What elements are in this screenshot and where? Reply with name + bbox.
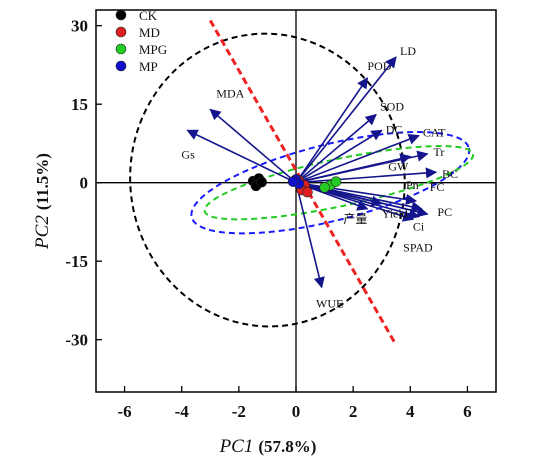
x-tick-label: 4	[406, 402, 415, 421]
data-point-mpg	[330, 176, 342, 187]
vector-label: Gs	[181, 147, 195, 161]
vector-label: Pn	[406, 178, 419, 192]
loading-vector	[295, 182, 325, 289]
vector-label: CAT	[423, 126, 446, 140]
loading-vector	[295, 129, 383, 184]
y-tick-label: -15	[65, 252, 88, 271]
legend-marker	[115, 26, 127, 38]
legend-label: CK	[139, 8, 158, 23]
x-tick-label: 6	[463, 402, 472, 421]
y-axis-title: PC2(11.5%)	[32, 153, 53, 250]
loading-vector	[295, 113, 377, 184]
x-tick-label: -4	[175, 402, 190, 421]
data-point-mpg	[319, 182, 330, 193]
loading-vector	[295, 153, 412, 184]
vector-label: PC	[437, 205, 452, 219]
loading-vector	[209, 108, 297, 184]
vector-label: BC	[442, 167, 458, 181]
loading-vector	[295, 56, 397, 184]
vector-label: LD	[400, 44, 416, 58]
loading-vector	[295, 181, 418, 206]
confidence-ellipse-mpg	[203, 145, 475, 221]
x-tick-label: 2	[349, 402, 358, 421]
loading-vector	[295, 181, 415, 222]
separation-line	[208, 19, 398, 346]
data-point-md	[302, 186, 313, 198]
loading-vector	[295, 77, 369, 184]
loading-vector	[186, 129, 297, 184]
x-tick-label: 0	[292, 402, 301, 421]
vector-label: SOD	[380, 100, 404, 114]
legend-marker	[115, 60, 127, 72]
vector-label: Tr	[433, 145, 444, 159]
loading-vector	[295, 167, 438, 184]
vector-label: 产量	[343, 212, 367, 226]
vector-label: Yield	[382, 207, 408, 221]
legend-marker	[115, 43, 127, 55]
data-point-ck	[256, 176, 268, 188]
y-tick-label: 0	[80, 174, 89, 193]
y-tick-label: 30	[71, 17, 88, 36]
legend-marker	[115, 9, 127, 21]
vector-label: WUE	[316, 296, 343, 310]
x-tick-label: -2	[232, 402, 246, 421]
vector-label: FC	[430, 180, 445, 194]
vector-label: GW	[388, 160, 409, 174]
vector-label: SPAD	[403, 240, 433, 254]
legend-label: MP	[139, 59, 158, 74]
y-tick-label: -30	[65, 331, 88, 350]
vector-label: MDA	[216, 86, 244, 100]
vector-label: Ci	[413, 220, 425, 234]
data-point-mp	[287, 176, 299, 187]
loading-vector	[295, 133, 420, 184]
legend-label: MD	[139, 25, 160, 40]
legend-label: MPG	[139, 42, 167, 57]
x-axis-title: PC1 (57.8%)	[219, 436, 317, 457]
y-tick-label: 15	[71, 95, 88, 114]
vector-label: DC	[386, 122, 403, 136]
x-tick-label: -6	[117, 402, 131, 421]
